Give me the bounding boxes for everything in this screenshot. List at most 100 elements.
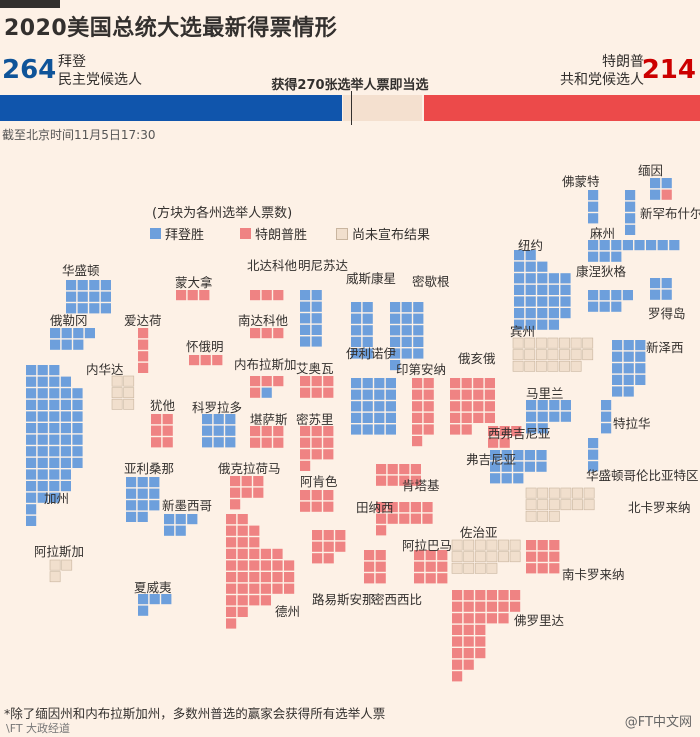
state-tile (26, 446, 37, 457)
trump-votes: 214 (641, 55, 696, 85)
state-label: 佛蒙特 (562, 174, 600, 189)
state-tile (475, 648, 486, 659)
state-tile (559, 349, 570, 361)
state-tile (422, 502, 433, 513)
state-tile (300, 426, 311, 437)
state-tile (474, 562, 486, 574)
state-tile (513, 450, 524, 461)
state-tile (312, 553, 323, 564)
state-tile (548, 510, 560, 522)
state-tile (72, 388, 83, 399)
state-tile (475, 613, 486, 624)
state-tile (26, 434, 37, 445)
state-label: 阿拉巴马 (402, 538, 453, 553)
state-tile (401, 302, 412, 313)
state-tile (536, 450, 547, 461)
footnote: *除了缅因州和内布拉斯加州，多数州普选的赢家会获得所有选举人票 (4, 706, 386, 721)
state-tile (225, 425, 236, 436)
state-tile (423, 412, 434, 423)
state-tile (237, 583, 248, 594)
state-tile (537, 487, 549, 499)
state-tile (413, 325, 424, 336)
state-tile (351, 302, 362, 313)
state-tile (126, 511, 137, 522)
state-tile (323, 426, 334, 437)
state-tile (77, 303, 88, 314)
state-tile (100, 303, 111, 314)
state-tile (390, 360, 401, 371)
state-tile (572, 499, 583, 511)
state-tile (385, 424, 396, 435)
threshold-marker (351, 91, 352, 125)
state-tile (26, 423, 37, 434)
state-tile (364, 550, 375, 561)
state-tile (611, 251, 622, 262)
state-label: 特拉华 (613, 416, 651, 431)
state-label: 威斯康星 (346, 271, 397, 286)
state-label: 明尼苏达 (298, 258, 349, 273)
state-tile (26, 365, 37, 376)
state-tile (537, 400, 548, 411)
state-tile (237, 548, 248, 559)
state-tile (60, 446, 71, 457)
state-tile (49, 399, 60, 410)
state-tile (323, 490, 334, 501)
state-tile (463, 636, 474, 647)
state-tile (226, 572, 237, 583)
state-tile (26, 388, 37, 399)
state-tile (452, 648, 463, 659)
state-label: 北卡罗来纳 (628, 500, 691, 515)
state-tile (164, 525, 175, 536)
state-tile (537, 308, 548, 319)
state-tile (548, 296, 559, 307)
state-tile (599, 301, 610, 312)
state-tile (525, 308, 536, 319)
state-tile (588, 290, 599, 301)
state-tile (376, 502, 387, 513)
state-tile (250, 290, 261, 301)
state-tile (511, 426, 522, 437)
state-tile (401, 325, 412, 336)
state-tile (323, 541, 334, 552)
state-tile (399, 513, 410, 524)
state-label: 华盛顿 (62, 263, 100, 278)
state-tile (376, 525, 387, 536)
state-tile (311, 449, 322, 460)
state-tile (261, 387, 272, 398)
state-tile (650, 289, 661, 300)
state-tile (525, 499, 537, 511)
state-tile (560, 273, 571, 284)
state-tile (138, 605, 149, 616)
state-tile (126, 500, 137, 511)
state-label: 马里兰 (526, 386, 564, 401)
state-tile (498, 590, 509, 601)
legend-biden: 拜登胜 (150, 224, 204, 243)
state-tile (123, 398, 135, 410)
state-tile (237, 595, 248, 606)
state-tile (151, 425, 162, 436)
state-tile (164, 514, 175, 525)
state-tile (230, 487, 241, 498)
state-label: 缅因 (638, 163, 664, 178)
state-tile (625, 201, 636, 212)
state-label: 田纳西 (356, 500, 394, 515)
state-tile (111, 387, 123, 399)
state-tile (463, 624, 474, 635)
state-tile (547, 360, 559, 372)
state-tile (272, 548, 283, 559)
biden-party: 民主党候选人 (58, 72, 142, 88)
legend-biden-label: 拜登胜 (165, 228, 205, 243)
state-tile (49, 423, 60, 434)
state-tile (612, 374, 623, 385)
state-tile (499, 437, 510, 448)
state-tile (570, 349, 582, 361)
state-tile (599, 290, 610, 301)
state-tile (362, 302, 373, 313)
threshold-label: 获得270张选举人票即当选 (271, 78, 429, 93)
state-tile (625, 224, 636, 235)
state-tile (250, 387, 261, 398)
state-tile (375, 550, 386, 561)
state-tile (260, 583, 271, 594)
state-tile (588, 301, 599, 312)
state-tile (588, 461, 599, 472)
